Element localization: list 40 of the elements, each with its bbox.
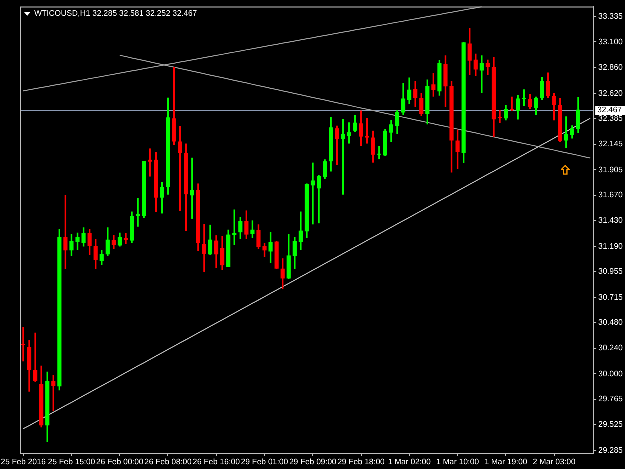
y-tick-label: 33.335 xyxy=(598,12,624,22)
y-tick-label: 29.765 xyxy=(598,394,624,404)
candlestick xyxy=(33,332,38,382)
x-tick-label: 26 Feb 08:00 xyxy=(144,457,192,466)
ref-line-label: 32.467 xyxy=(598,106,623,115)
y-tick-label: 29.285 xyxy=(598,446,624,455)
y-tick-label: 29.525 xyxy=(598,420,624,430)
y-tick-label: 30.715 xyxy=(598,292,624,302)
x-tick-label: 29 Feb 18:00 xyxy=(338,457,386,466)
candlestick xyxy=(480,56,484,94)
y-tick-label: 30.240 xyxy=(598,344,624,353)
candlestick xyxy=(202,224,206,273)
x-tick-label: 1 Mar 10:00 xyxy=(436,457,480,466)
x-tick-label: 29 Feb 01:00 xyxy=(241,457,289,466)
y-tick-label: 30.000 xyxy=(598,369,624,378)
candlestick xyxy=(498,110,502,124)
y-tick-label: 31.670 xyxy=(598,190,624,200)
x-tick-label: 2 Mar 03:00 xyxy=(532,457,576,466)
y-tick-label: 30.480 xyxy=(598,318,624,327)
y-tick-label: 31.190 xyxy=(598,242,624,251)
x-tick-label: 25 Feb 15:00 xyxy=(48,457,96,466)
y-tick-label: 30.955 xyxy=(598,267,624,276)
chart-title: WTICOUSD,H1 32.285 32.581 32.252 32.467 xyxy=(34,9,198,18)
y-tick-label: 32.620 xyxy=(598,88,624,98)
x-tick-label: 25 Feb 2016 xyxy=(1,457,46,466)
x-tick-label: 1 Mar 19:00 xyxy=(484,457,528,466)
y-tick-label: 33.100 xyxy=(598,37,624,46)
y-tick-label: 31.905 xyxy=(598,165,624,174)
x-tick-label: 26 Feb 16:00 xyxy=(192,457,241,466)
x-tick-label: 1 Mar 02:00 xyxy=(388,457,432,466)
y-tick-label: 32.145 xyxy=(598,140,624,149)
candlestick xyxy=(317,175,322,224)
candlestick xyxy=(21,327,26,362)
y-tick-label: 31.430 xyxy=(598,216,624,226)
x-tick-label: 29 Feb 09:00 xyxy=(289,457,338,466)
y-tick-label: 32.385 xyxy=(598,114,624,123)
candlestick xyxy=(310,162,316,225)
y-tick-label: 32.860 xyxy=(598,63,624,72)
candlestick xyxy=(124,233,128,244)
x-tick-label: 26 Feb 00:00 xyxy=(96,457,144,466)
